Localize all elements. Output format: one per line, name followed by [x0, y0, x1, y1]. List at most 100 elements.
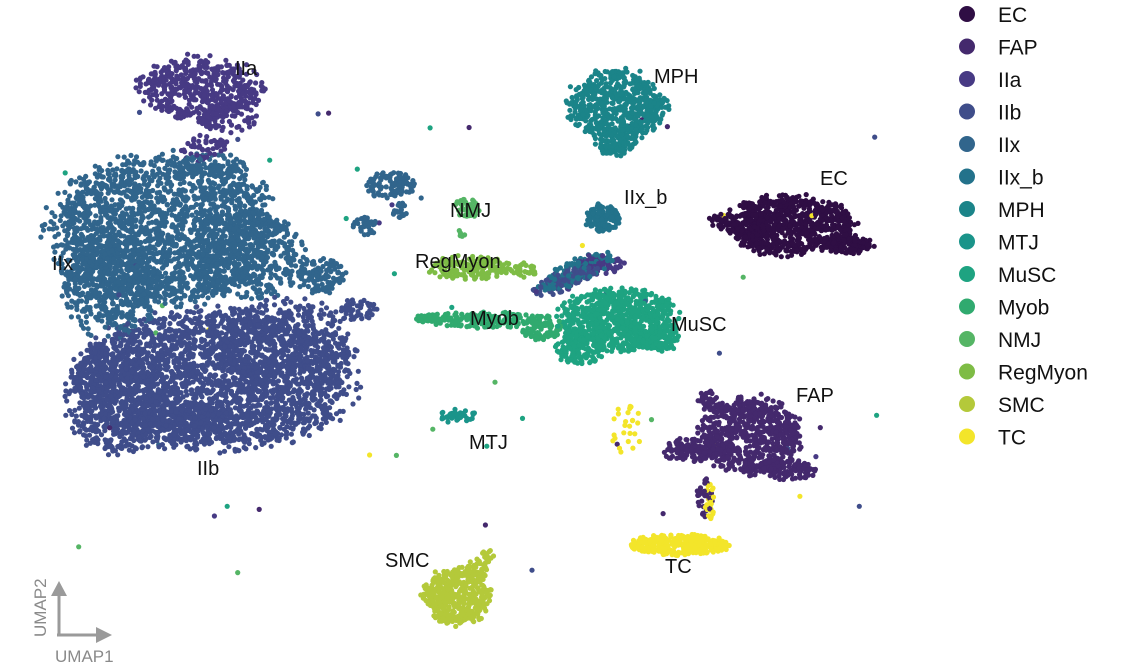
point-iix [242, 203, 248, 209]
point-iia [621, 260, 627, 266]
point-tc [615, 406, 621, 412]
point-iib [67, 408, 73, 414]
point-fap [697, 438, 703, 444]
point-iib [301, 310, 307, 317]
point-iix [62, 189, 68, 195]
point-fap [768, 423, 774, 429]
point-iib [327, 405, 333, 411]
point-iib [872, 134, 878, 140]
point-iib [337, 417, 343, 423]
point-tc [621, 430, 627, 436]
point-iia [153, 88, 159, 94]
point-ec [761, 251, 768, 257]
point-iia [151, 63, 157, 69]
point-tc [630, 445, 636, 451]
point-iib [73, 413, 79, 419]
point-iix [93, 213, 99, 219]
point-iix [83, 314, 89, 320]
point-iib [83, 442, 89, 448]
point-iib [64, 398, 70, 404]
point-iix [43, 205, 49, 211]
point-iib [78, 351, 84, 357]
point-tc [629, 418, 636, 424]
point-iib [194, 304, 200, 310]
point-iib [63, 388, 69, 394]
point-iib [205, 333, 211, 339]
point-iix [59, 293, 65, 299]
point-iix [128, 152, 134, 158]
point-iia [173, 68, 179, 74]
point-mph [637, 68, 643, 74]
point-iib [351, 354, 357, 360]
point-fap [660, 510, 666, 517]
point-iix [73, 179, 79, 185]
point-iia [254, 71, 260, 78]
point-musc [567, 298, 573, 304]
point-iix [249, 183, 255, 189]
point-iib [538, 292, 544, 298]
point-iib [253, 445, 259, 451]
point-iia [813, 454, 819, 460]
point-iia [603, 270, 609, 276]
point-iib [139, 321, 145, 327]
point-iib [71, 356, 77, 362]
point-iib [282, 301, 288, 307]
point-iib [315, 111, 321, 117]
point-iib [353, 386, 359, 393]
point-iib [294, 405, 300, 411]
point-iix [115, 154, 121, 160]
point-tc [636, 438, 643, 445]
point-ec [710, 222, 716, 228]
point-iia [376, 220, 382, 226]
point-iib [318, 426, 324, 432]
point-musc [670, 302, 676, 308]
point-iib [243, 306, 249, 312]
point-iix [235, 291, 241, 297]
point-iib [161, 435, 167, 441]
point-musc [604, 348, 610, 354]
point-smc [453, 623, 459, 630]
point-iib [333, 309, 339, 315]
point-nmj [76, 544, 82, 550]
point-iib [156, 316, 163, 322]
point-iib [319, 300, 325, 306]
point-iib [283, 432, 289, 438]
point-iib [69, 411, 75, 418]
point-iib [263, 297, 269, 304]
point-musc [519, 415, 526, 421]
point-iib [105, 452, 112, 458]
point-iix [277, 276, 283, 282]
point-mph [594, 78, 600, 84]
scatter-points [38, 51, 880, 630]
point-iib [167, 320, 173, 327]
point-musc [677, 309, 683, 315]
point-iix [236, 283, 242, 289]
point-iib [268, 443, 274, 449]
point-iia [223, 57, 229, 63]
point-myob [464, 324, 470, 330]
point-fap [770, 398, 776, 404]
point-iia [149, 97, 155, 103]
point-iib [69, 425, 76, 431]
point-iib [856, 503, 862, 509]
point-mph [567, 84, 574, 90]
point-mph [645, 124, 651, 131]
point-mph [627, 81, 633, 87]
point-ec [706, 215, 713, 221]
point-nmj [457, 212, 463, 218]
point-iix [184, 285, 191, 291]
point-iib [174, 312, 180, 318]
point-iix [148, 228, 154, 234]
point-iix [93, 303, 99, 309]
point-iix [193, 209, 199, 215]
point-iix [51, 256, 57, 262]
point-mtj [445, 419, 451, 425]
point-tc [622, 422, 628, 428]
point-musc [874, 412, 880, 418]
point-iix [78, 231, 84, 237]
point-iib [256, 304, 262, 310]
point-iib [340, 408, 346, 414]
point-iix [170, 147, 176, 153]
point-iix [55, 190, 61, 196]
